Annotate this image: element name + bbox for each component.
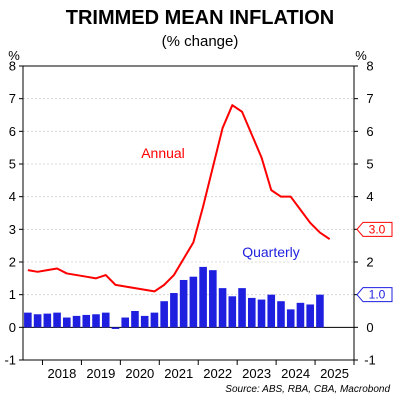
x-tick-label: 2025 [320,366,349,381]
end-value-tags: 3.0 1.0 [356,221,393,303]
x-tick-label: 2019 [86,366,115,381]
quarterly-bar [238,288,246,328]
quarterly-bar [228,296,237,328]
quarterly-bar [140,315,149,328]
y-tick-label-left: 5 [9,157,16,172]
quarterly-bar [63,317,71,328]
y-tick-label-left: -1 [4,353,16,368]
y-tick-label-right: 5 [366,157,373,172]
chart-title: TRIMMED MEAN INFLATION [66,7,335,29]
quarterly-bar [131,311,139,328]
quarterly-bar [72,315,81,328]
quarterly-bar [43,313,52,328]
quarterly-bar [199,266,207,328]
quarterly-bar [277,301,285,328]
x-tick-label: 2020 [125,366,154,381]
quarterly-bar [189,276,198,328]
quarterly-bar [101,312,110,328]
gridlines [23,65,354,361]
y-tick-label-right: 7 [366,91,373,106]
quarterly-bar [257,299,266,328]
y-tick-label-left: 4 [9,189,16,204]
quarterly-bar [209,270,217,328]
chart-subtitle: (% change) [162,33,239,50]
x-axis-ticks: 2018 2019 2020 2021 2022 2023 2024 2025 [41,360,355,381]
quarterly-bar [53,312,61,328]
y-tick-label-left: 0 [9,320,16,335]
quarterly-bar [170,293,178,328]
quarterly-bar [286,309,295,328]
y-tick-label-right: 2 [366,255,373,270]
quarterly-end-tag-box [356,287,393,303]
y-tick-label-right: 4 [366,189,373,204]
quarterly-bar [296,302,305,328]
y-tick-label-left: 3 [9,222,16,237]
left-unit-label: % [8,48,20,63]
quarterly-bar [92,314,100,328]
quarterly-bar [306,304,314,328]
annual-line-group [27,104,331,293]
x-tick-label: 2018 [47,366,76,381]
quarterly-series-label: Quarterly [242,244,300,260]
quarterly-bar [316,294,324,328]
annual-end-tag-box [356,221,393,237]
y-tick-label-right: 8 [366,59,373,74]
y-tick-label-right: -1 [364,353,376,368]
y-tick-label-right: 6 [366,124,373,139]
plot-frame [22,65,355,361]
y-axis-ticks: -1-1001122334455667788 [4,59,375,368]
quarterly-bar [33,314,42,328]
quarterly-bar [150,312,159,328]
quarterly-bar [111,327,120,329]
quarterly-bar [267,294,276,328]
quarterly-bar [179,279,188,328]
x-tick-label: 2021 [164,366,193,381]
y-tick-label-left: 2 [9,255,16,270]
right-unit-label: % [355,48,367,63]
y-tick-label-left: 1 [9,287,16,302]
source-note: Source: ABS, RBA, CBA, Macrobond [225,384,390,395]
quarterly-bar [121,317,130,328]
quarterly-bars [24,266,324,329]
annual-series-label: Annual [141,145,185,161]
x-tick-label: 2023 [242,366,271,381]
annual-end-tag: 3.0 [369,222,386,236]
y-tick-label-left: 6 [9,124,16,139]
annual-line [27,104,331,293]
quarterly-bar [247,297,256,328]
x-tick-label: 2024 [281,366,310,381]
y-tick-label-left: 7 [9,91,16,106]
quarterly-bar [24,312,32,328]
x-tick-label: 2022 [203,366,232,381]
y-tick-label-left: 8 [9,59,16,74]
quarterly-end-tag: 1.0 [369,288,386,302]
quarterly-bar [82,314,91,328]
quarterly-bar [160,301,168,328]
quarterly-bar [218,288,227,328]
y-tick-label-right: 0 [366,320,373,335]
